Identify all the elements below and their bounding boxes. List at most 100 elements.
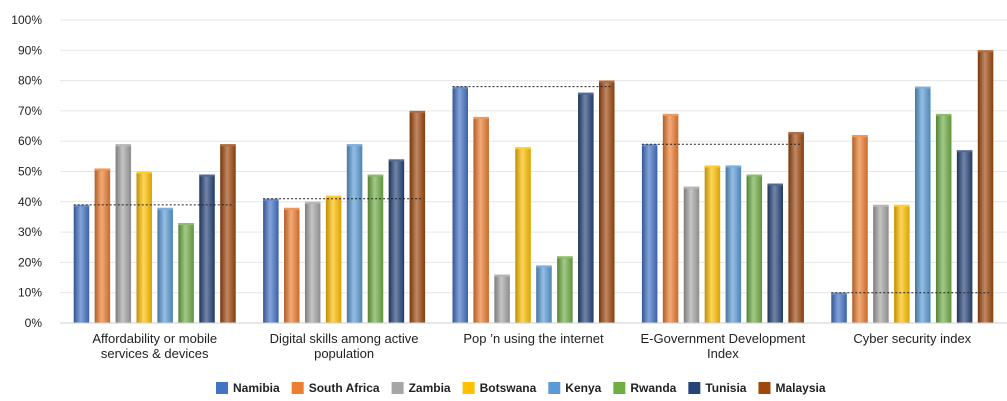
bars [73,50,994,324]
bar-zambia [115,144,132,323]
y-tick-label: 50% [18,165,42,179]
legend-label: Tunisia [705,381,746,395]
y-tick-label: 40% [18,195,42,209]
bar-kenya [157,207,173,323]
y-tick-label: 0% [25,316,43,330]
legend: Namibia South Africa Zambia Botswana Kenya Rw… [216,381,826,395]
bar-rwanda [935,113,952,324]
bar-namibia [73,204,90,323]
bar-top-highlight [136,171,152,174]
category-label: E-Government Development [641,331,806,346]
bar-kenya [915,86,931,323]
bar-rwanda [178,223,194,323]
bar-south-africa [662,113,679,324]
bar-top-highlight [515,147,531,150]
y-tick-label: 80% [18,74,42,88]
bar-top-highlight [263,198,279,201]
category-label: population [314,346,374,361]
bar-kenya [346,144,363,323]
bar-top-highlight [788,132,804,135]
legend-swatch [613,382,626,394]
legend-swatch [548,382,561,394]
legend-swatch [758,382,771,394]
bar-tunisia [578,92,594,323]
bar-top-highlight [915,86,931,89]
bar-top-highlight [767,183,783,186]
legend-label: Zambia [409,381,451,395]
bar-south-africa [473,116,489,324]
bar-rwanda [746,174,763,323]
y-tick-label: 30% [18,225,42,239]
bar-botswana [894,204,910,323]
bar-top-highlight [725,165,742,168]
bar-tunisia [388,159,405,323]
y-tick-label: 20% [18,255,42,269]
bar-top-highlight [178,223,194,226]
bar-namibia [452,86,469,323]
bar-top-highlight [831,292,847,295]
bar-top-highlight [873,204,889,207]
bar-tunisia [956,150,973,323]
bar-top-highlight [325,195,342,198]
category-label: Affordability or mobile [92,331,217,346]
bar-top-highlight [199,174,215,177]
bar-top-highlight [346,144,363,147]
bar-top-highlight [977,50,994,53]
category-label: Index [707,346,739,361]
legend-swatch [688,382,701,394]
bar-top-highlight [598,80,615,83]
bar-top-highlight [94,168,111,171]
bar-namibia [641,144,658,323]
bar-botswana [136,171,152,323]
legend-swatch [462,382,475,394]
bar-malaysia [977,50,994,324]
bar-top-highlight [115,144,132,147]
bar-tunisia [767,183,783,323]
legend-label: Malaysia [775,381,825,395]
y-tick-label: 100% [11,13,42,27]
bar-top-highlight [388,159,405,162]
bar-kenya [536,265,552,323]
bar-top-highlight [73,204,90,207]
bar-top-highlight [157,207,173,210]
category-label: services & devices [101,346,209,361]
bar-top-highlight [641,144,658,147]
legend-swatch [291,382,304,394]
bar-top-highlight [746,174,763,177]
bar-zambia [304,201,321,323]
bar-top-highlight [935,113,952,116]
grid-lines [60,19,1007,324]
legend-label: Namibia [233,381,280,395]
bar-top-highlight [284,207,300,210]
bar-top-highlight [220,144,236,147]
bar-namibia [263,198,279,323]
bar-zambia [683,186,700,323]
bar-malaysia [220,144,236,323]
bar-top-highlight [367,174,384,177]
category-label: Pop ’n using the internet [463,331,604,346]
bar-malaysia [598,80,615,323]
bar-top-highlight [494,274,510,277]
bar-namibia [831,292,847,323]
y-tick-label: 90% [18,43,42,57]
legend-label: Botswana [480,381,537,395]
bar-top-highlight [536,265,552,268]
category-label: Digital skills among active [270,331,419,346]
bar-botswana [325,195,342,323]
bar-rwanda [557,256,573,323]
bar-botswana [515,147,531,323]
bar-top-highlight [452,86,469,89]
bar-malaysia [409,110,426,324]
y-tick-label: 70% [18,104,42,118]
bar-top-highlight [409,110,426,113]
bar-zambia [494,274,510,323]
bar-top-highlight [852,135,868,138]
legend-label: South Africa [309,381,380,395]
y-tick-label: 60% [18,134,42,148]
legend-swatch [391,382,404,394]
y-tick-label: 10% [18,286,42,300]
bar-top-highlight [683,186,700,189]
legend-swatch [216,382,228,394]
